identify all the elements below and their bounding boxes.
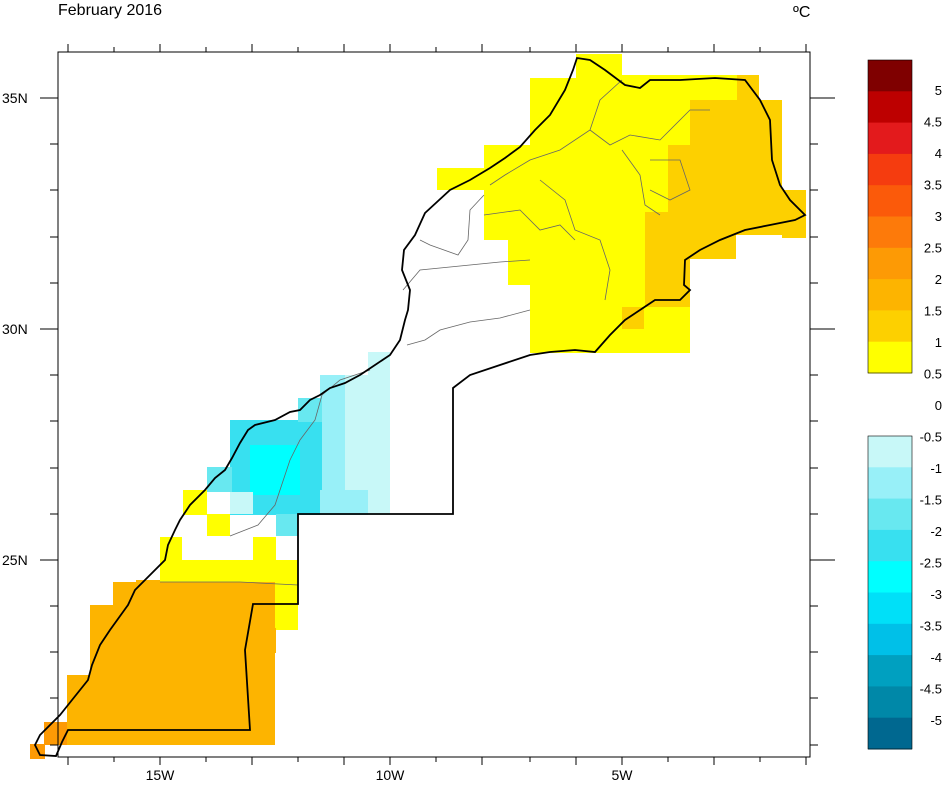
colorbar-label: -1.5 <box>920 493 942 508</box>
colorbar-swatch-warm-4 <box>868 185 912 217</box>
colorbar-swatch-cool-6 <box>868 623 912 656</box>
colorbar-label: 3.5 <box>924 178 942 193</box>
cell-south-orange-5 <box>253 628 276 653</box>
y-tick-label-30n: 30N <box>2 321 28 337</box>
cell-northeast-gold-6 <box>782 190 806 238</box>
x-tick-label-5w: 5W <box>612 767 634 783</box>
colorbar-swatch-cool-9 <box>868 717 912 750</box>
colorbar: 5 4.5 4 3.5 3 2.5 2 1.5 1 0.5 0 -0.5 -1 -1.5 -2 -2.5 -3 -… <box>867 59 942 750</box>
cell-south-orange-6 <box>92 630 112 675</box>
colorbar-label: 0 <box>935 398 942 413</box>
cell-north-yellow-sw <box>508 240 538 285</box>
colorbar-label: 4 <box>935 146 942 161</box>
colorbar-swatch-cool-8 <box>868 686 912 719</box>
cell-cyan-8 <box>320 490 368 515</box>
map-plot-area: 15W 10W 5W 35N 30N 25N <box>2 44 835 783</box>
cell-south-orange <box>90 605 275 745</box>
colorbar-swatch-cool-2 <box>868 498 912 531</box>
x-tick-label-15w: 15W <box>146 767 176 783</box>
colorbar-label: 2 <box>935 272 942 287</box>
cell-northeast-gold-4 <box>622 307 644 329</box>
cell-south-deep-orange <box>44 722 67 745</box>
colorbar-label: -3 <box>930 587 942 602</box>
colorbar-swatch-cool-4 <box>868 561 912 593</box>
cell-northeast-gold-5 <box>737 75 759 103</box>
colorbar-label: 2.5 <box>924 241 942 256</box>
colorbar-label: -3.5 <box>920 619 942 634</box>
colorbar-swatch-cool-7 <box>868 655 912 687</box>
cell-south-yellow-2 <box>160 537 182 562</box>
colorbar-swatch-warm-0 <box>868 60 912 92</box>
region-boundaries <box>160 79 710 586</box>
cell-north-yellow-nw <box>484 145 534 240</box>
x-tick-label-10w: 10W <box>376 767 406 783</box>
colorbar-swatch-warm-6 <box>868 247 912 280</box>
cell-cyan-5 <box>207 467 232 492</box>
colorbar-swatch-warm-7 <box>868 279 912 311</box>
colorbar-warm <box>868 60 912 374</box>
cell-northeast-gold-3 <box>645 212 690 307</box>
cell-cyan-3 <box>298 398 322 422</box>
cell-south-orange-2 <box>113 582 275 607</box>
y-tick-label-35n: 35N <box>2 90 28 106</box>
colorbar-label: 1 <box>935 335 942 350</box>
colorbar-labels: 5 4.5 4 3.5 3 2.5 2 1.5 1 0.5 0 -0.5 -1 -1.5 -2 -2.5 -3 -… <box>920 83 942 728</box>
colorbar-cool <box>868 436 912 750</box>
colorbar-cool-frame <box>867 435 913 750</box>
colorbar-swatch-warm-2 <box>868 122 912 155</box>
cell-south-yellow-3 <box>253 537 276 562</box>
anomaly-cells <box>30 54 806 759</box>
cell-south-yellow-6 <box>275 605 298 630</box>
plot-frame <box>57 51 811 758</box>
colorbar-label: -2 <box>930 524 942 539</box>
colorbar-label: -2.5 <box>920 556 942 571</box>
cell-cyan-7 <box>276 514 298 536</box>
colorbar-label: 1.5 <box>924 304 942 319</box>
map-title: February 2016 <box>58 2 162 19</box>
colorbar-label: 4.5 <box>924 115 942 130</box>
colorbar-swatch-cool-1 <box>868 467 912 500</box>
colorbar-swatch-warm-8 <box>868 310 912 343</box>
country-border <box>33 56 807 757</box>
colorbar-label: 0.5 <box>924 367 942 382</box>
cell-cyan-4 <box>250 445 300 495</box>
y-tick-label-25n: 25N <box>2 552 28 568</box>
cell-cyan-6 <box>230 492 253 514</box>
colorbar-label: -0.5 <box>920 430 942 445</box>
colorbar-swatch-cool-0 <box>868 436 912 468</box>
cell-south-yellow-5 <box>207 514 230 536</box>
cell-south-orange-4 <box>67 675 92 745</box>
colorbar-swatch-cool-3 <box>868 529 912 562</box>
units-label: ºC <box>793 4 810 21</box>
colorbar-swatch-warm-9 <box>868 341 912 374</box>
cell-north-yellow-w <box>437 168 487 190</box>
colorbar-warm-frame <box>867 59 913 374</box>
cell-northeast-gold-7 <box>690 235 736 259</box>
colorbar-label: -4 <box>930 650 942 665</box>
colorbar-label: -4.5 <box>920 682 942 697</box>
colorbar-label: -1 <box>930 461 942 476</box>
colorbar-swatch-warm-5 <box>868 216 912 249</box>
colorbar-swatch-warm-1 <box>868 91 912 124</box>
colorbar-swatch-cool-5 <box>868 592 912 625</box>
cell-south-orange-3 <box>136 580 160 585</box>
colorbar-label: 3 <box>935 209 942 224</box>
axis-ticks <box>40 44 835 765</box>
cell-pale-cyan-2 <box>368 352 390 376</box>
colorbar-label: 5 <box>935 83 942 98</box>
colorbar-label: -5 <box>930 713 942 728</box>
colorbar-swatch-warm-3 <box>868 153 912 186</box>
